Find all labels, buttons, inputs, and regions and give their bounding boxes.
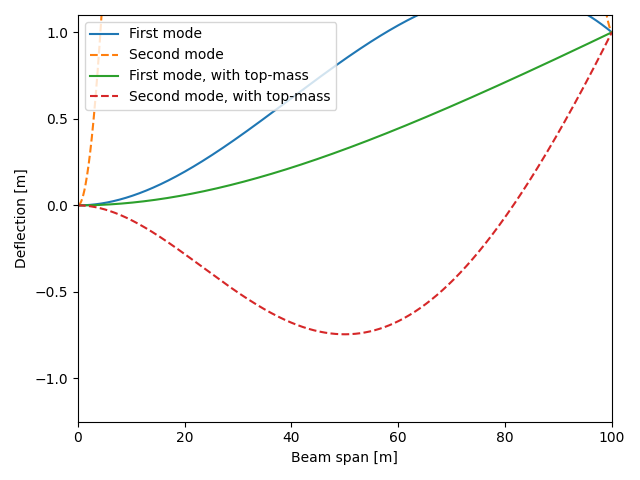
First mode, with top-mass: [290, 164, 298, 170]
Legend: First mode, Second mode, First mode, with top-mass, Second mode, with top-mass: First mode, Second mode, First mode, wit…: [85, 22, 337, 110]
First mode: [441, 1, 449, 7]
Second mode: [74, 203, 82, 208]
Second mode, with top-mass: [340, 331, 348, 337]
First mode: [290, 94, 298, 99]
Line: First mode: First mode: [78, 0, 612, 205]
Line: First mode, with top-mass: First mode, with top-mass: [78, 32, 612, 205]
Second mode, with top-mass: [74, 203, 82, 208]
Second mode, with top-mass: [491, 228, 499, 234]
Line: Second mode: Second mode: [78, 0, 612, 205]
Second mode, with top-mass: [129, 218, 136, 224]
Second mode, with top-mass: [441, 285, 449, 291]
First mode: [608, 29, 616, 35]
First mode: [129, 193, 136, 199]
Second mode: [608, 29, 616, 35]
Second mode, with top-mass: [309, 327, 317, 333]
First mode, with top-mass: [74, 203, 82, 208]
Second mode, with top-mass: [608, 29, 616, 35]
First mode, with top-mass: [129, 200, 136, 205]
First mode, with top-mass: [608, 29, 616, 35]
First mode, with top-mass: [500, 80, 508, 86]
First mode: [309, 79, 317, 85]
First mode, with top-mass: [441, 106, 449, 112]
Second mode, with top-mass: [500, 215, 508, 221]
X-axis label: Beam span [m]: Beam span [m]: [291, 451, 398, 465]
First mode, with top-mass: [490, 84, 498, 90]
Y-axis label: Deflection [m]: Deflection [m]: [15, 168, 29, 268]
First mode: [74, 203, 82, 208]
Second mode, with top-mass: [290, 321, 298, 326]
Line: Second mode, with top-mass: Second mode, with top-mass: [78, 32, 612, 334]
First mode, with top-mass: [309, 157, 317, 163]
